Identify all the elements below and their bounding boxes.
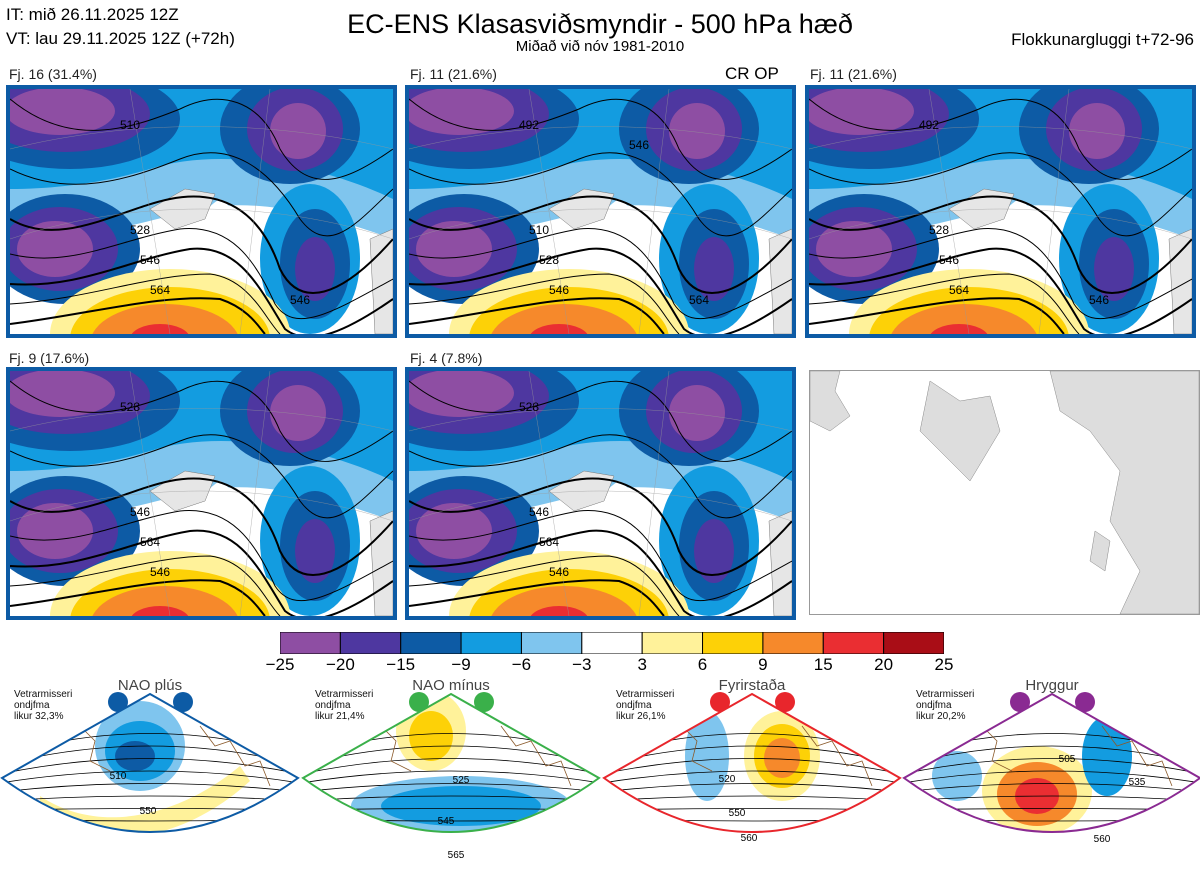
contour-label: 546 [549, 565, 569, 579]
colorbar-segment [883, 632, 944, 654]
contour-label: 546 [130, 505, 150, 519]
page-title: EC-ENS Klasasviðsmyndir - 500 hPa hæð [347, 9, 853, 39]
colorbar-tick: 3 [637, 655, 647, 674]
colorbar-tick: 6 [697, 655, 708, 674]
colorbar-tick: −25 [265, 655, 295, 674]
colorbar-tick: −9 [451, 655, 471, 674]
regime-contour-label: 520 [719, 774, 736, 785]
contour-label: 510 [529, 223, 549, 237]
contour-label: 528 [539, 253, 559, 267]
colorbar-segment [339, 632, 402, 654]
regime-title: Fyrirstaða [718, 677, 786, 694]
regime-title: NAO plús [117, 677, 183, 694]
contour-label: 546 [939, 253, 959, 267]
regime-contour-label: 510 [110, 771, 127, 782]
regime-map[interactable]: 505 535 560 [902, 686, 1200, 871]
cluster-map-1[interactable]: 510 528 546 564 546 [6, 85, 397, 338]
contour-label: 546 [529, 505, 549, 519]
contour-label: 564 [949, 283, 969, 297]
colorbar-segment [460, 632, 522, 654]
contour-label: 546 [549, 283, 569, 297]
contour-label: 528 [120, 400, 140, 414]
regime-stats: Vetrarmisseri ondjfma likur 32,3% [14, 689, 73, 722]
contour-label: 564 [140, 535, 160, 549]
contour-label: 564 [150, 283, 170, 297]
colorbar-segment [520, 632, 583, 654]
colorbar-tick: −20 [325, 655, 355, 674]
page-subtitle: Miðað við nóv 1981-2010 [515, 38, 685, 55]
colorbar-segment [400, 632, 462, 654]
regime-contour-label: 505 [1059, 754, 1076, 765]
contour-label: 564 [539, 535, 559, 549]
contour-label: 528 [130, 223, 150, 237]
contour-label: 510 [120, 118, 140, 132]
regime-map[interactable]: 520 550 560 [602, 686, 902, 871]
empty-base-map [809, 370, 1200, 615]
colorbar-segment [822, 632, 885, 654]
colorbar-tick: 20 [874, 655, 894, 674]
colorbar-segment [702, 632, 764, 654]
cluster-map-3[interactable]: 492 528 546 564 546 [805, 85, 1196, 338]
contour-label: 546 [629, 138, 649, 152]
colorbar-tick: 25 [934, 655, 954, 674]
panel-5-label: Fj. 4 (7.8%) [410, 350, 483, 366]
regime-contour-label: 560 [741, 833, 758, 844]
init-time: IT: mið 26.11.2025 12Z [6, 5, 179, 24]
regime-stats: Vetrarmisseri ondjfma likur 26,1% [616, 689, 675, 722]
cluster-map-4[interactable]: 528 546 564 546 [6, 367, 397, 620]
colorbar-tick: −6 [511, 655, 532, 674]
cr-op-label: CR OP [725, 64, 779, 83]
regime-contour-label: 560 [1094, 834, 1111, 845]
colorbar-tick: −15 [386, 655, 416, 674]
regime-contour-label: 565 [448, 850, 465, 861]
cluster-map-2[interactable]: 492 510 528 546 564 546 [405, 85, 796, 338]
colorbar-segment [280, 632, 341, 654]
colorbar-segment [762, 632, 824, 654]
contour-label: 546 [1089, 293, 1109, 307]
colorbar-segment [581, 632, 643, 654]
regime-stats: Vetrarmisseri ondjfma likur 20,2% [916, 689, 975, 722]
contour-label: 528 [929, 223, 949, 237]
panel-3-label: Fj. 11 (21.6%) [810, 66, 897, 82]
contour-label: 492 [519, 118, 539, 132]
panel-2-label: Fj. 11 (21.6%) [410, 66, 497, 82]
regime-title: Hryggur [1025, 677, 1079, 694]
contour-label: 546 [290, 293, 310, 307]
colorbar-tick: 15 [813, 655, 833, 674]
contour-label: 528 [519, 400, 539, 414]
regime-contour-label: 545 [438, 816, 455, 827]
regime-contour-label: 550 [140, 806, 157, 817]
colorbar-segment [641, 632, 704, 654]
regime-contour-label: 535 [1129, 777, 1146, 788]
regime-title: NAO mínus [412, 677, 490, 694]
contour-label: 546 [140, 253, 160, 267]
contour-label: 564 [689, 293, 709, 307]
regime-stats: Vetrarmisseri ondjfma likur 21,4% [315, 689, 374, 722]
anomaly-colorbar [280, 632, 944, 654]
classification-window: Flokkunargluggi t+72-96 [1011, 30, 1194, 49]
regime-contour-label: 525 [453, 775, 470, 786]
colorbar-tick: −3 [572, 655, 592, 674]
contour-label: 546 [150, 565, 170, 579]
panel-4-label: Fj. 9 (17.6%) [9, 350, 90, 366]
contour-label: 492 [919, 118, 939, 132]
cluster-map-5[interactable]: 528 546 564 546 [405, 367, 796, 620]
regime-map[interactable]: 510 550 [0, 686, 300, 871]
regime-contour-label: 550 [729, 808, 746, 819]
colorbar-tick: 9 [758, 655, 768, 674]
regime-map[interactable]: 525 545 565 [301, 686, 601, 871]
valid-time: VT: lau 29.11.2025 12Z (+72h) [6, 29, 235, 48]
panel-1-label: Fj. 16 (31.4%) [9, 66, 97, 82]
